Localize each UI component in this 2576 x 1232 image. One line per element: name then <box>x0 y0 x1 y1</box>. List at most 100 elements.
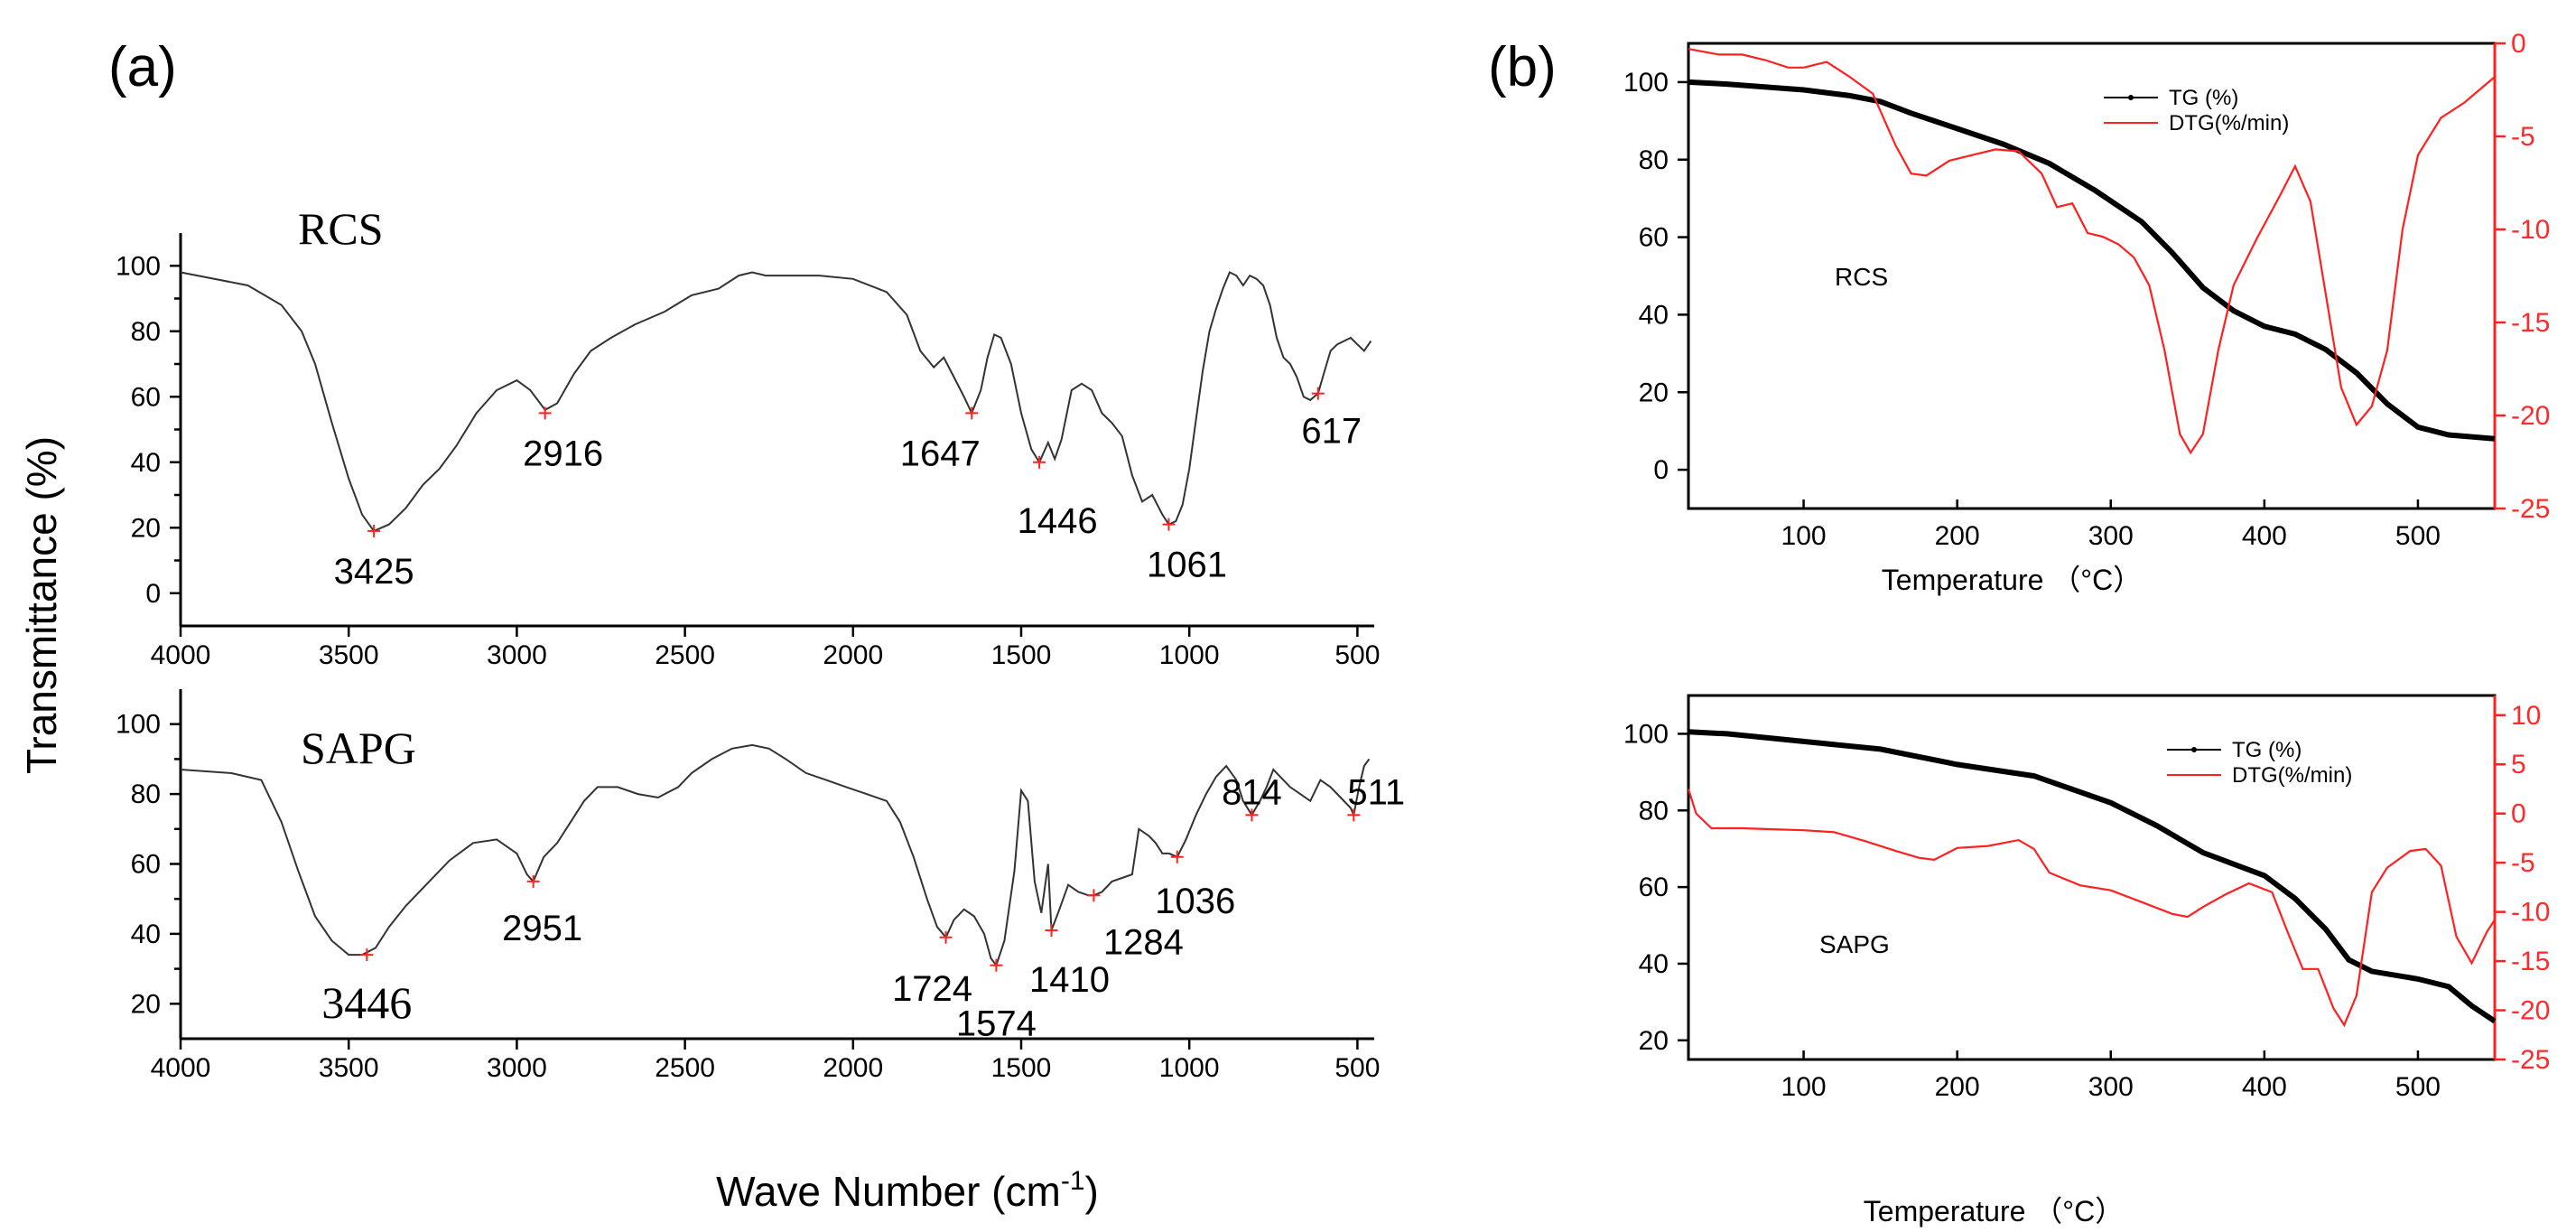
tg-sapg-sample-label: SAPG <box>1819 930 1890 958</box>
y2-tick-label: -15 <box>2511 308 2550 338</box>
legend-tg-marker <box>2191 747 2197 752</box>
x-tick-label: 3500 <box>319 640 379 670</box>
plot-frame <box>1687 694 2497 1061</box>
ftir-rcs-sample-label: RCS <box>298 203 384 254</box>
ftir-sapg-sample-label: SAPG <box>301 723 416 773</box>
y-tick-label: 60 <box>131 850 161 880</box>
tg-sapg-plot: 20 40 60 80 100 100 200 300 400 500 10 5 0 -5 -10 -15 -2… <box>1623 694 2550 1102</box>
x-tick-label: 200 <box>1935 1072 1980 1102</box>
y-tick-label: 60 <box>1639 873 1669 902</box>
y2-tick-label: -20 <box>2511 996 2550 1026</box>
series-line-dtg-min- <box>1688 48 2496 455</box>
y2-tick-label: 10 <box>2511 701 2541 731</box>
y-tick-label: 80 <box>131 779 161 809</box>
x-tick-label: 400 <box>2242 1072 2287 1102</box>
x-tick-label: 100 <box>1781 1072 1827 1102</box>
x-tick-label: 500 <box>2395 521 2441 551</box>
x-tick-label: 2500 <box>655 640 715 670</box>
x-tick-label: 300 <box>2088 521 2134 551</box>
y-tick-label: 100 <box>1623 719 1669 749</box>
legend-tg-marker <box>2128 95 2134 100</box>
y2-tick-label: -15 <box>2511 947 2550 976</box>
peak-label-814: 814 <box>1222 772 1282 812</box>
peak-label-1574: 1574 <box>956 1004 1037 1044</box>
y2-tick-label: -20 <box>2511 401 2550 431</box>
legend-dtg-label: DTG(%/min) <box>2232 763 2352 788</box>
y2-tick-label: -25 <box>2511 1045 2550 1075</box>
y2-tick-label: -25 <box>2511 494 2550 524</box>
series-line-tg- <box>1688 729 2497 1024</box>
x-tick-label: 500 <box>1334 640 1380 670</box>
tg-rcs-sample-label: RCS <box>1835 263 1888 291</box>
ftir-x-axis-title-sup: -1 <box>1061 1166 1085 1196</box>
peak-label-1284: 1284 <box>1103 922 1184 962</box>
x-tick-label: 1500 <box>991 1053 1052 1083</box>
series-line-tg- <box>1688 79 2496 442</box>
peak-label-2916: 2916 <box>523 434 603 473</box>
x-tick-label: 4000 <box>151 1053 211 1083</box>
peak-label-617: 617 <box>1301 412 1362 452</box>
y2-tick-label: 0 <box>2511 799 2526 829</box>
y2-tick-label: -5 <box>2511 122 2535 152</box>
y-tick-label: 0 <box>1653 455 1669 485</box>
series-line-dtg-min- <box>1687 789 2496 1028</box>
y-tick-label: 100 <box>116 710 161 740</box>
y-tick-label: 60 <box>1639 223 1669 253</box>
tg-rcs-x-axis-title: Temperature （°C） <box>1882 564 2142 596</box>
y-tick-label: 20 <box>131 989 161 1019</box>
x-tick-label: 3000 <box>487 1053 547 1083</box>
x-tick-label: 3500 <box>319 1053 379 1083</box>
peak-label-1410: 1410 <box>1029 960 1110 1000</box>
ftir-x-axis-title-end: ) <box>1085 1168 1099 1215</box>
x-tick-label: 1500 <box>991 640 1052 670</box>
plot-frame <box>1687 42 2497 510</box>
y2-tick-label: -10 <box>2511 215 2550 245</box>
peak-label-1036: 1036 <box>1155 882 1235 921</box>
x-tick-label: 100 <box>1781 521 1827 551</box>
y2-tick-label: -10 <box>2511 898 2550 928</box>
x-tick-label: 2000 <box>823 640 883 670</box>
y-tick-label: 80 <box>131 317 161 347</box>
y-tick-label: 100 <box>1623 68 1669 98</box>
peak-label-1446: 1446 <box>1018 501 1098 541</box>
peak-label-1647: 1647 <box>900 434 981 473</box>
ftir-x-axis-title: Wave Number (cm-1) <box>716 1166 1099 1215</box>
y-tick-label: 80 <box>1639 796 1669 826</box>
ftir-sapg-plot: 20 40 60 80 100 4000 3500 3000 2500 2000 1500 1000 5… <box>116 689 1405 1083</box>
legend-tg-label: TG (%) <box>2169 86 2238 110</box>
x-tick-label: 3000 <box>487 640 547 670</box>
x-tick-label: 1000 <box>1159 640 1220 670</box>
x-tick-label: 500 <box>1334 1053 1380 1083</box>
peak-label-2951: 2951 <box>502 909 582 948</box>
y-tick-label: 80 <box>1639 145 1669 175</box>
panel-a-label: (a) <box>108 36 177 98</box>
ftir-x-axis-title-main: Wave Number (cm <box>716 1168 1061 1215</box>
y-tick-label: 40 <box>1639 300 1669 330</box>
series-line-rcs <box>180 271 1372 533</box>
y2-tick-label: 0 <box>2511 29 2526 59</box>
peak-label-3446: 3446 <box>321 977 412 1028</box>
peak-label-1061: 1061 <box>1147 546 1227 585</box>
series-line-sapg <box>180 743 1371 967</box>
legend-tg-label: TG (%) <box>2232 738 2302 762</box>
x-tick-label: 4000 <box>151 640 211 670</box>
panel-b-label: (b) <box>1488 36 1557 98</box>
ftir-y-axis-title: Transmittance (%) <box>18 436 65 774</box>
x-tick-label: 2500 <box>655 1053 715 1083</box>
y-tick-label: 20 <box>131 513 161 543</box>
peak-label-1724: 1724 <box>892 969 972 1009</box>
y2-tick-label: 5 <box>2511 750 2526 779</box>
x-tick-label: 300 <box>2088 1072 2134 1102</box>
y-tick-label: 40 <box>131 919 161 949</box>
y2-tick-label: -5 <box>2511 848 2535 878</box>
y-tick-label: 40 <box>1639 949 1669 979</box>
y-tick-label: 60 <box>131 382 161 412</box>
x-tick-label: 400 <box>2242 521 2287 551</box>
x-tick-label: 500 <box>2395 1072 2441 1102</box>
x-tick-label: 2000 <box>823 1053 883 1083</box>
ftir-rcs-plot: 0 20 40 60 80 100 4000 3500 3000 2500 2000 1500 1000… <box>116 233 1380 670</box>
tg-rcs-plot: 0 20 40 60 80 100 100 200 300 400 500 0 -5 -10 -15 -20 -… <box>1623 29 2550 551</box>
peak-label-511: 511 <box>1347 772 1405 812</box>
x-tick-label: 1000 <box>1159 1053 1220 1083</box>
